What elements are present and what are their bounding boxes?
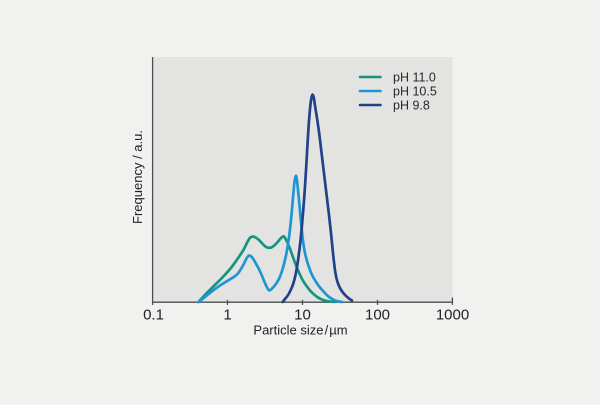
svg-text:pH 10.5: pH 10.5: [393, 84, 437, 98]
svg-text:pH 9.8: pH 9.8: [393, 98, 430, 112]
svg-text:Particle size / µm: Particle size / µm: [253, 322, 347, 337]
svg-text:Frequency / a.u.: Frequency / a.u.: [130, 130, 145, 224]
svg-text:pH 11.0: pH 11.0: [393, 70, 436, 84]
svg-text:10: 10: [294, 306, 311, 323]
svg-text:100: 100: [365, 306, 390, 323]
svg-text:0.1: 0.1: [143, 306, 164, 323]
svg-text:1: 1: [223, 306, 231, 323]
svg-text:1000: 1000: [436, 306, 469, 323]
